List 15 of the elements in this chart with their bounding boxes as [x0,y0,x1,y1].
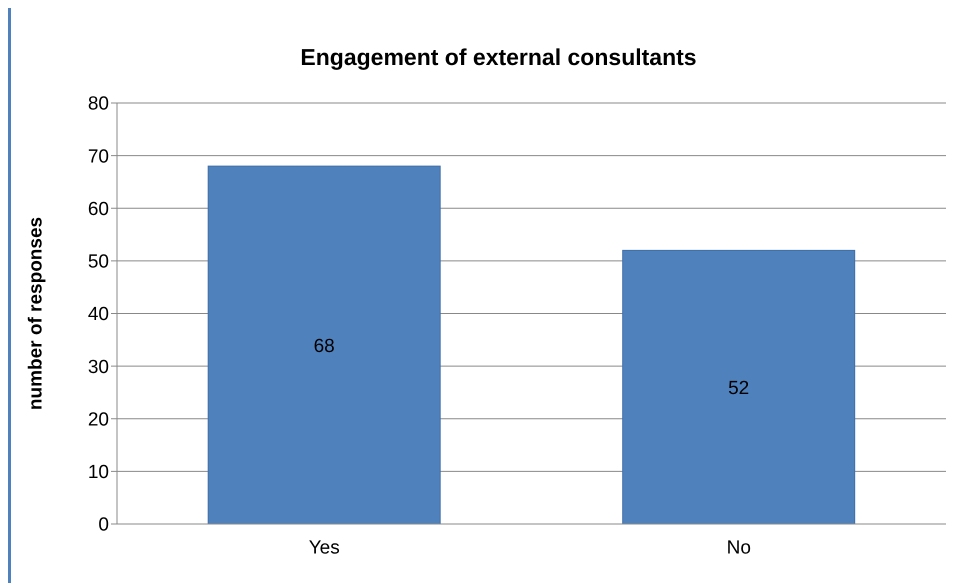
y-tick-label: 70 [88,146,109,168]
y-tick-label: 80 [88,94,109,115]
x-tick-label: Yes [308,537,340,558]
y-tick-label: 40 [88,304,109,326]
y-tick-label: 0 [98,514,109,536]
y-tick-label: 10 [88,462,109,484]
data-label: 52 [728,378,750,399]
chart-title: Engagement of external consultants [299,44,698,71]
y-tick-label: 30 [88,356,109,378]
data-label: 68 [314,336,335,357]
y-tick-label: 20 [88,409,109,430]
y-tick-label: 50 [88,252,109,273]
y-axis-title: number of responses [26,216,47,410]
y-tick-label: 60 [88,198,109,220]
x-tick-label: No [726,537,751,558]
